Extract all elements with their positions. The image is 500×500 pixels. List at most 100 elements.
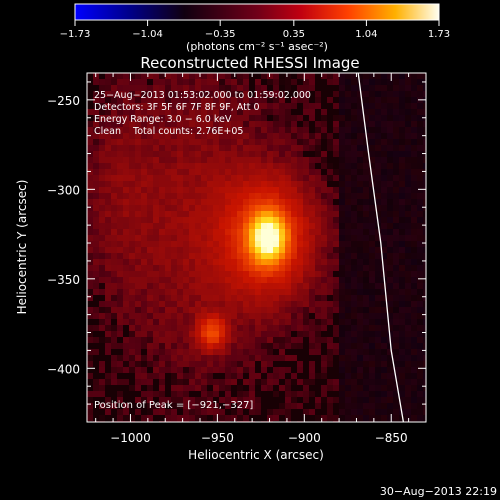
heatmap-cell <box>279 295 286 302</box>
heatmap-cell <box>147 295 154 302</box>
heatmap-cell <box>333 271 340 278</box>
heatmap-cell <box>273 133 280 140</box>
heatmap-cell <box>279 289 286 296</box>
heatmap-cell <box>177 403 184 410</box>
heatmap-cell <box>135 391 142 398</box>
heatmap-cell <box>105 175 112 182</box>
heatmap-cell <box>303 241 310 248</box>
heatmap-cell <box>147 133 154 140</box>
heatmap-cell <box>357 163 364 170</box>
heatmap-cell <box>87 283 94 290</box>
heatmap-cell <box>327 253 334 260</box>
heatmap-cell <box>279 181 286 188</box>
heatmap-cell <box>123 343 130 350</box>
heatmap-cell <box>387 79 394 86</box>
heatmap-cell <box>291 289 298 296</box>
heatmap-cell <box>171 151 178 158</box>
heatmap-cell <box>159 415 166 422</box>
heatmap-cell <box>195 337 202 344</box>
heatmap-cell <box>117 343 124 350</box>
heatmap-cell <box>177 265 184 272</box>
heatmap-cell <box>99 109 106 116</box>
heatmap-cell <box>375 97 382 104</box>
heatmap-cell <box>159 181 166 188</box>
heatmap-cell <box>399 187 406 194</box>
heatmap-cell <box>225 331 232 338</box>
heatmap-cell <box>303 133 310 140</box>
heatmap-cell <box>399 289 406 296</box>
heatmap-cell <box>381 397 388 404</box>
heatmap-cell <box>321 115 328 122</box>
heatmap-cell <box>417 223 424 230</box>
heatmap-cell <box>171 313 178 320</box>
heatmap-cell <box>255 85 262 92</box>
heatmap-cell <box>273 337 280 344</box>
heatmap-cell <box>327 301 334 308</box>
heatmap-cell <box>135 229 142 236</box>
heatmap-cell <box>399 205 406 212</box>
heatmap-cell <box>213 283 220 290</box>
heatmap-cell <box>309 289 316 296</box>
heatmap-cell <box>357 187 364 194</box>
heatmap-cell <box>285 247 292 254</box>
heatmap-cell <box>345 199 352 206</box>
heatmap-cell <box>357 289 364 296</box>
heatmap-cell <box>153 217 160 224</box>
heatmap-cell <box>321 73 328 80</box>
heatmap-cell <box>153 145 160 152</box>
heatmap-cell <box>273 109 280 116</box>
heatmap-cell <box>387 85 394 92</box>
heatmap-cell <box>123 175 130 182</box>
heatmap-cell <box>117 331 124 338</box>
heatmap-cell <box>243 181 250 188</box>
heatmap-cell <box>405 145 412 152</box>
heatmap-cell <box>423 91 426 98</box>
heatmap-cell <box>267 73 274 80</box>
heatmap-cell <box>153 313 160 320</box>
heatmap-cell <box>177 151 184 158</box>
heatmap-cell <box>303 163 310 170</box>
heatmap-cell <box>195 85 202 92</box>
heatmap-cell <box>315 193 322 200</box>
heatmap-cell <box>411 313 418 320</box>
heatmap-cell <box>363 79 370 86</box>
heatmap-cell <box>327 307 334 314</box>
heatmap-cell <box>297 109 304 116</box>
heatmap-cell <box>315 409 322 416</box>
heatmap-cell <box>345 223 352 230</box>
heatmap-cell <box>339 301 346 308</box>
heatmap-cell <box>297 295 304 302</box>
heatmap-cell <box>297 253 304 260</box>
heatmap-cell <box>267 325 274 332</box>
heatmap-cell <box>315 175 322 182</box>
heatmap-cell <box>369 229 376 236</box>
heatmap-cell <box>99 103 106 110</box>
heatmap-cell <box>231 79 238 86</box>
heatmap-cell <box>159 277 166 284</box>
heatmap-cell <box>111 259 118 266</box>
heatmap-cell <box>285 85 292 92</box>
heatmap-cell <box>207 169 214 176</box>
heatmap-cell <box>189 385 196 392</box>
heatmap-cell <box>273 91 280 98</box>
heatmap-cell <box>201 121 208 128</box>
heatmap-cell <box>423 139 426 146</box>
heatmap-cell <box>141 397 148 404</box>
heatmap-cell <box>249 199 256 206</box>
heatmap-cell <box>273 355 280 362</box>
heatmap-cell <box>165 175 172 182</box>
heatmap-cell <box>177 391 184 398</box>
heatmap-cell <box>369 151 376 158</box>
heatmap-cell <box>255 391 262 398</box>
heatmap-cell <box>225 157 232 164</box>
heatmap-cell <box>309 241 316 248</box>
heatmap-cell <box>117 139 124 146</box>
heatmap-cell <box>375 127 382 134</box>
heatmap-cell <box>417 193 424 200</box>
heatmap-cell <box>279 349 286 356</box>
heatmap-cell <box>321 109 328 116</box>
heatmap-cell <box>135 253 142 260</box>
heatmap-cell <box>309 181 316 188</box>
heatmap-cell <box>387 379 394 386</box>
heatmap-cell <box>267 403 274 410</box>
